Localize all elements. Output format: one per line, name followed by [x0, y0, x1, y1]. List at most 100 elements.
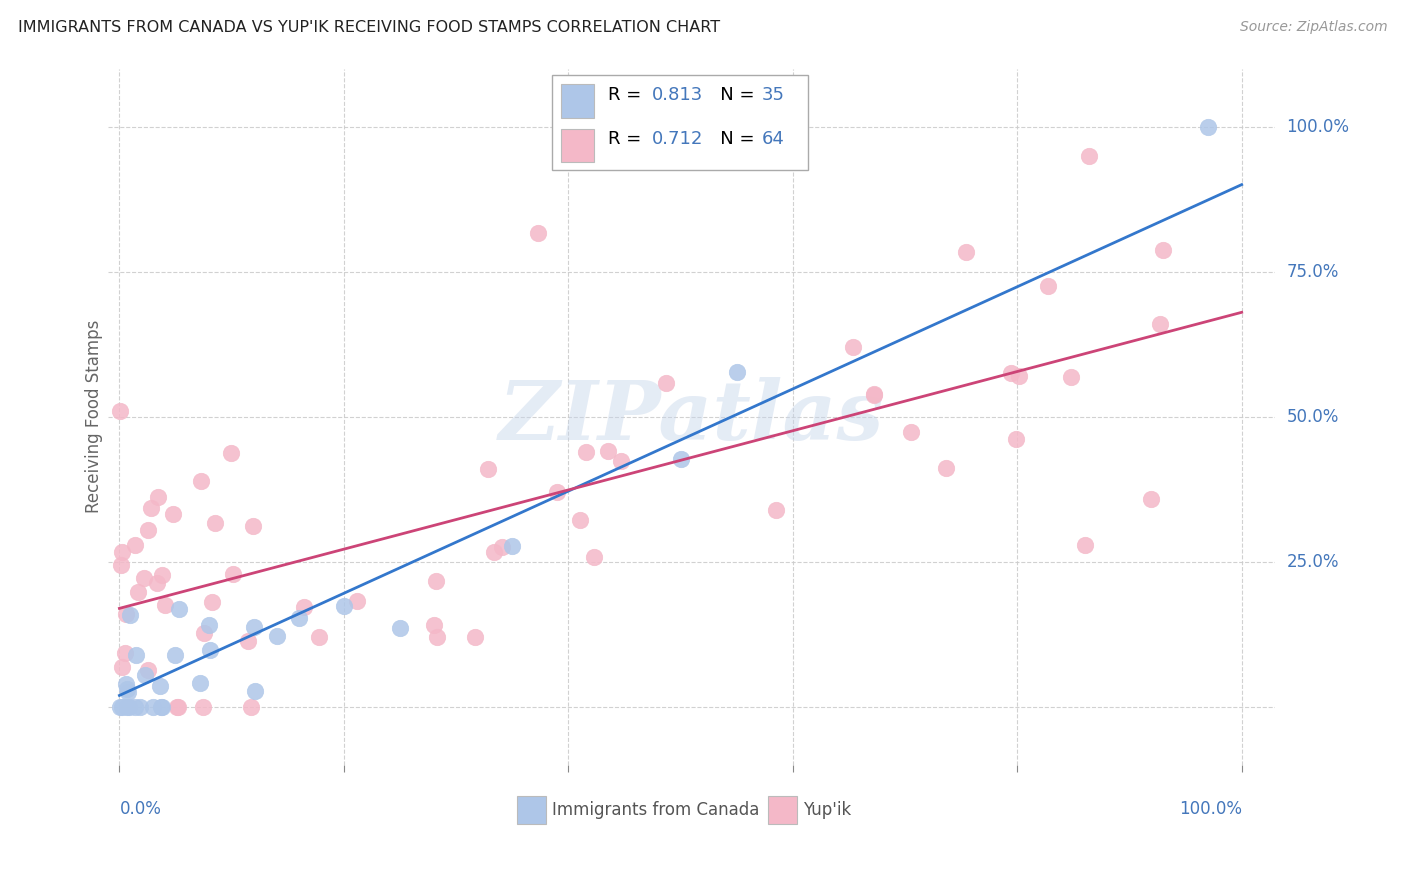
Point: [198, 643, 221, 657]
Text: 35: 35: [762, 87, 785, 104]
Point: [1152, 243, 1174, 257]
Text: R =: R =: [607, 87, 647, 104]
Point: [243, 620, 266, 634]
Point: [266, 629, 288, 643]
Point: [120, 608, 142, 623]
Point: [111, 545, 134, 559]
Point: [219, 446, 242, 460]
Point: [596, 444, 619, 458]
Point: [900, 425, 922, 440]
Point: [136, 663, 159, 677]
Point: [842, 340, 865, 354]
Point: [127, 585, 149, 599]
Text: 75.0%: 75.0%: [1286, 262, 1339, 281]
Point: [582, 550, 605, 565]
Point: [569, 513, 592, 527]
Point: [167, 700, 190, 714]
Point: [111, 700, 134, 714]
Point: [308, 630, 330, 644]
Point: [243, 684, 266, 698]
Point: [134, 668, 156, 682]
Point: [139, 501, 162, 516]
Point: [1005, 432, 1028, 446]
Point: [124, 538, 146, 552]
Point: [149, 700, 172, 714]
Text: 50.0%: 50.0%: [1286, 408, 1339, 425]
Text: R =: R =: [607, 130, 647, 148]
Text: 0.0%: 0.0%: [120, 800, 162, 818]
Text: 100.0%: 100.0%: [1286, 118, 1350, 136]
FancyBboxPatch shape: [551, 76, 808, 169]
Point: [654, 376, 676, 390]
Point: [464, 630, 486, 644]
Point: [388, 621, 411, 635]
Point: [150, 567, 173, 582]
Point: [136, 524, 159, 538]
Point: [765, 502, 787, 516]
Point: [115, 677, 138, 691]
Point: [115, 607, 138, 621]
Point: [935, 460, 957, 475]
Point: [115, 682, 138, 697]
Point: [132, 570, 155, 584]
Text: 100.0%: 100.0%: [1178, 800, 1241, 818]
Point: [198, 617, 221, 632]
Point: [162, 507, 184, 521]
Point: [142, 700, 165, 714]
Point: [166, 700, 188, 714]
Point: [1077, 149, 1099, 163]
Point: [863, 388, 886, 402]
Point: [117, 700, 139, 714]
Point: [111, 660, 134, 674]
Point: [288, 611, 311, 625]
Point: [129, 700, 152, 714]
Point: [292, 599, 315, 614]
Point: [115, 700, 138, 714]
Point: [1008, 368, 1031, 383]
FancyBboxPatch shape: [768, 797, 797, 824]
Point: [108, 404, 131, 418]
Point: [201, 595, 224, 609]
Point: [117, 685, 139, 699]
Point: [114, 646, 136, 660]
FancyBboxPatch shape: [516, 797, 546, 824]
Point: [1197, 120, 1219, 134]
Point: [669, 451, 692, 466]
FancyBboxPatch shape: [561, 128, 593, 162]
Point: [501, 539, 523, 553]
Point: [484, 545, 506, 559]
Point: [193, 626, 215, 640]
Text: 64: 64: [762, 130, 785, 148]
Point: [204, 516, 226, 531]
Point: [240, 700, 263, 714]
Point: [1036, 278, 1059, 293]
Point: [1074, 538, 1097, 552]
Point: [610, 454, 633, 468]
Point: [124, 700, 146, 714]
Text: Immigrants from Canada: Immigrants from Canada: [551, 801, 759, 820]
Point: [188, 676, 211, 690]
Point: [546, 485, 568, 500]
Point: [423, 617, 446, 632]
Point: [145, 575, 167, 590]
Point: [155, 599, 177, 613]
Point: [527, 226, 550, 240]
Point: [236, 634, 259, 648]
Point: [149, 679, 172, 693]
Text: 25.0%: 25.0%: [1286, 553, 1339, 571]
Point: [491, 540, 513, 554]
Point: [955, 244, 977, 259]
FancyBboxPatch shape: [561, 85, 593, 118]
Point: [125, 648, 148, 662]
Point: [190, 475, 212, 489]
Point: [110, 558, 132, 573]
Point: [425, 574, 447, 588]
Text: N =: N =: [703, 130, 761, 148]
Point: [1000, 366, 1022, 380]
Point: [167, 602, 190, 616]
Point: [221, 566, 243, 581]
Y-axis label: Receiving Food Stamps: Receiving Food Stamps: [86, 320, 103, 514]
Point: [725, 365, 748, 379]
Text: ZIPatlas: ZIPatlas: [499, 376, 884, 457]
Point: [477, 462, 499, 476]
